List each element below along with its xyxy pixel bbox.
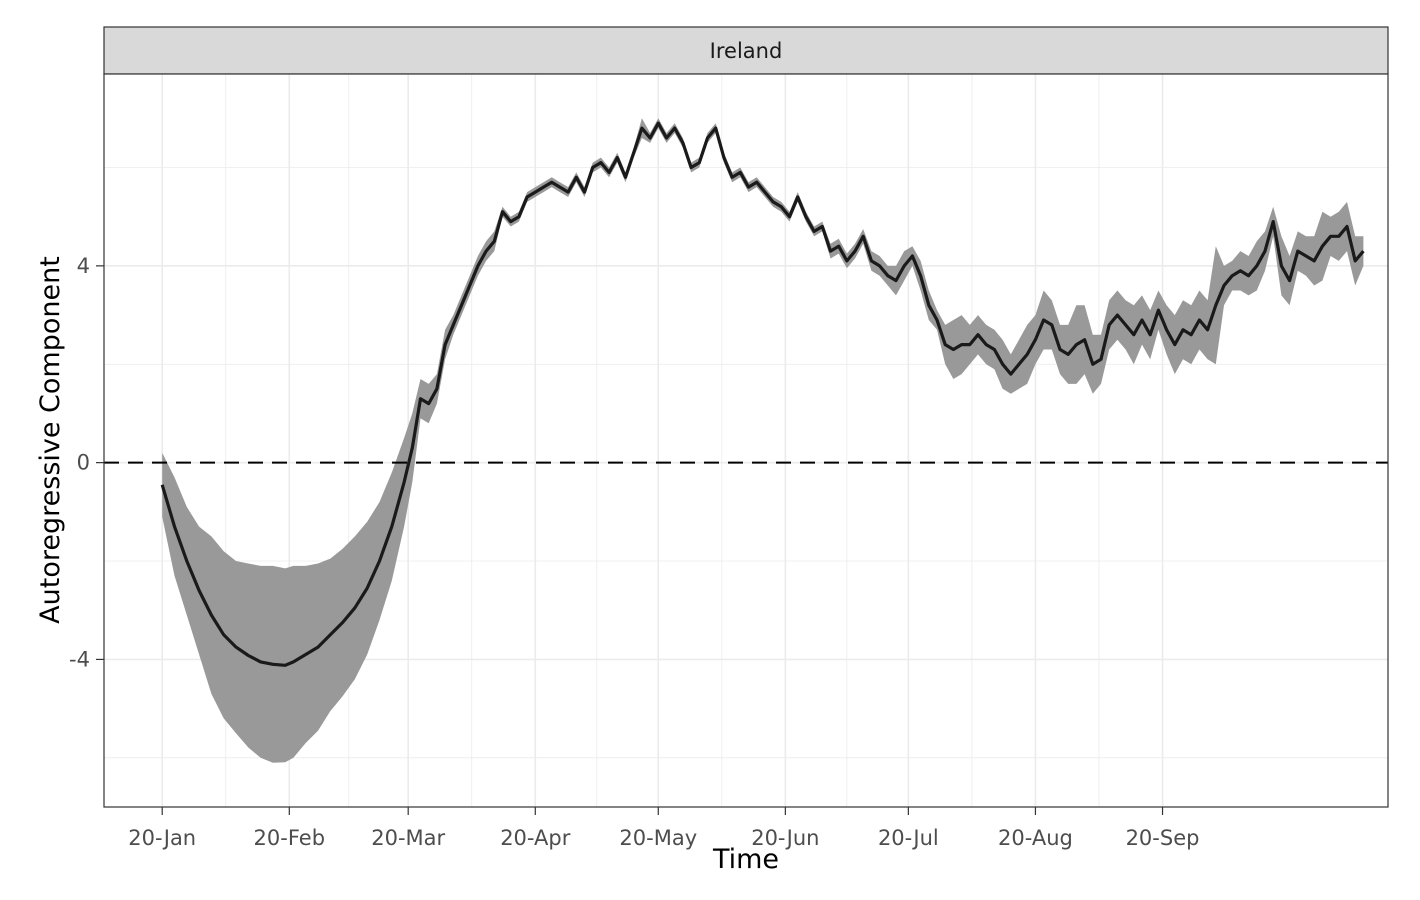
x-tick-label: 20-Jun: [751, 826, 819, 850]
x-tick-label: 20-Mar: [371, 826, 445, 850]
x-axis-title: Time: [712, 844, 779, 875]
facet-label: Ireland: [710, 39, 783, 63]
x-tick-label: 20-May: [619, 826, 697, 850]
y-tick-label: 4: [77, 254, 90, 278]
x-tick-label: 20-Feb: [254, 826, 325, 850]
x-tick-label: 20-Jan: [128, 826, 196, 850]
y-axis-title: Autoregressive Component: [35, 256, 66, 624]
series-line-layer: [160, 121, 1365, 667]
x-tick-label: 20-Apr: [500, 826, 571, 850]
x-tick-label: 20-Aug: [998, 826, 1073, 850]
y-tick-label: 0: [77, 451, 90, 475]
y-tick-label: -4: [69, 647, 90, 671]
x-tick-label: 20-Jul: [878, 826, 939, 850]
confidence-band-layer: [162, 118, 1364, 763]
axes: 20-Jan 20-Feb 20-Mar 20-Apr 20-May 20-Jun 20-J…: [69, 254, 1199, 850]
plot-panel-border: [103, 73, 1389, 808]
series-line: [160, 121, 1365, 667]
facet-strip: [103, 26, 1389, 75]
confidence-band: [162, 118, 1364, 763]
x-tick-label: 20-Sep: [1126, 826, 1200, 850]
